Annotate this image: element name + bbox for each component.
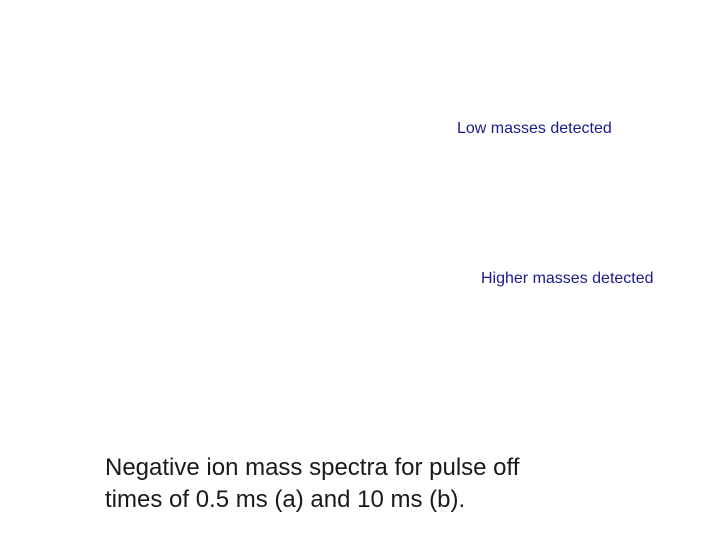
caption-line-2: times of 0.5 ms (a) and 10 ms (b). xyxy=(105,486,466,513)
figure-caption: Negative ion mass spectra for pulse off … xyxy=(105,452,665,516)
higher-masses-annotation: Higher masses detected xyxy=(481,270,654,287)
caption-line-1: Negative ion mass spectra for pulse off xyxy=(105,454,520,481)
low-masses-annotation: Low masses detected xyxy=(457,120,612,137)
